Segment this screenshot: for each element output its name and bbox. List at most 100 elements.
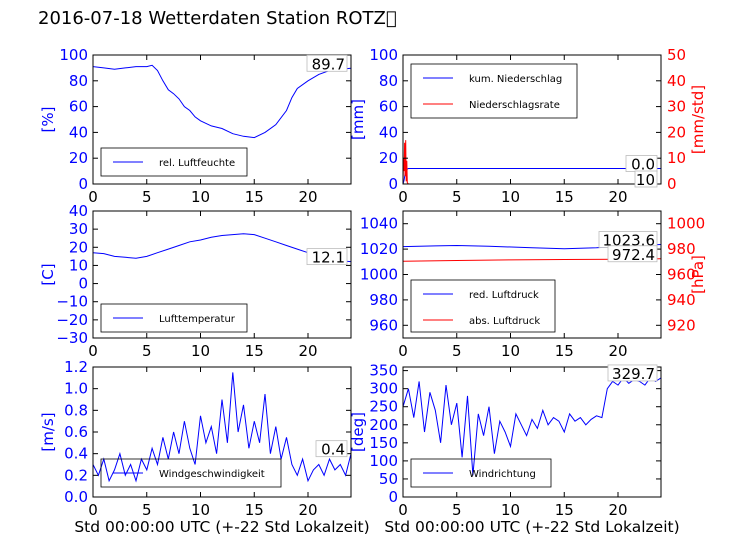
y-tick-label: 100 (59, 46, 88, 64)
y-tick-label: 0.2 (64, 466, 88, 484)
y-tick-label: 30 (69, 220, 88, 238)
y-axis-label: [mm] (349, 99, 367, 140)
y-tick-label: 60 (69, 98, 88, 116)
y-tick-label: −10 (56, 293, 88, 311)
x-tick-label: 10 (501, 501, 520, 519)
y-tick-label: 100 (369, 46, 398, 64)
y-axis-label-right: [mm/std] (689, 85, 707, 154)
last-value-box (306, 248, 348, 266)
y-tick-label-right: 30 (667, 98, 686, 116)
y-tick-label: 0 (78, 275, 88, 293)
y-tick-label: 10 (69, 256, 88, 274)
x-axis-label: Std 00:00:00 UTC (+-22 Std Lokalzeit) (74, 518, 369, 536)
legend-label: kum. Niederschlag (469, 74, 562, 85)
y-tick-label-right: 940 (667, 291, 696, 309)
x-tick-label: 20 (298, 188, 317, 206)
x-tick-label: 0 (398, 188, 408, 206)
last-value-box-right (634, 170, 658, 188)
last-value-label-right: 972.4 (612, 246, 655, 264)
subplot-4: 0 5 10 15 20 960 980 1000 1020 1040 920 940 960 980 10… (360, 210, 707, 360)
x-tick-label: 0 (398, 342, 408, 360)
subplot-3: 0 5 10 15 20−30−20−10010203040[C]12.1Lufttem… (39, 202, 352, 360)
x-tick-label: 5 (142, 188, 152, 206)
y-tick-label: 1.2 (64, 358, 88, 376)
y-tick-label-right: 1000 (667, 215, 705, 233)
last-value-box-right (607, 245, 658, 263)
series-line-1 (93, 64, 351, 139)
y-tick-label: 60 (379, 98, 398, 116)
last-value-label: 12.1 (312, 249, 345, 267)
x-tick-label: 10 (501, 188, 520, 206)
x-tick-label: 0 (88, 342, 98, 360)
y-tick-label-right: 10 (667, 149, 686, 167)
y-tick-label: 80 (379, 72, 398, 90)
y-tick-label: 40 (379, 123, 398, 141)
x-tick-label: 10 (191, 501, 210, 519)
y-tick-label-right: 960 (667, 266, 696, 284)
subplot-1: 0 5 10 15 20 0 20 40 60 80 100 [%] 89.7 rel. Luftfeuc… (39, 46, 352, 206)
y-tick-label: 0.0 (64, 488, 88, 506)
x-axis-label: Std 00:00:00 UTC (+-22 Std Lokalzeit) (384, 518, 679, 536)
y-tick-label-right: 50 (667, 46, 686, 64)
legend-label: abs. Luftdruck (469, 316, 540, 327)
x-tick-label: 20 (608, 501, 627, 519)
x-tick-label: 20 (298, 501, 317, 519)
legend-label: rel. Luftfeuchte (159, 158, 235, 169)
y-tick-label: 0.6 (64, 423, 88, 441)
y-tick-label: 0 (78, 175, 88, 193)
x-tick-label: 5 (452, 342, 462, 360)
y-axis-label: [C] (39, 263, 57, 285)
legend-box (100, 147, 248, 177)
legend-box (410, 63, 578, 119)
y-tick-label: −30 (56, 329, 88, 347)
series-line-1 (403, 168, 661, 184)
x-tick-label: 5 (452, 501, 462, 519)
x-tick-label: 20 (298, 342, 317, 360)
series-line-1 (93, 372, 351, 483)
y-tick-label: 1020 (360, 240, 398, 258)
legend-box (100, 303, 248, 333)
y-axis-label: [m/s] (39, 412, 57, 451)
x-tick-label: 15 (555, 188, 574, 206)
x-tick-label: 10 (191, 342, 210, 360)
y-tick-label: 0 (388, 175, 398, 193)
legend-label: red. Luftdruck (469, 290, 539, 301)
x-tick-label: 0 (88, 188, 98, 206)
legend-box (410, 279, 556, 333)
legend-label: Windgeschwindigkeit (159, 469, 265, 480)
y-tick-label: 20 (69, 149, 88, 167)
y-tick-label: 300 (369, 380, 398, 398)
x-tick-label: 5 (142, 342, 152, 360)
last-value-label-right: 10 (636, 171, 655, 189)
x-tick-label: 5 (452, 188, 462, 206)
y-tick-label: 150 (369, 434, 398, 452)
y-axis-label: [deg] (349, 412, 367, 452)
last-value-label: 329.7 (612, 365, 655, 383)
y-tick-label: 100 (369, 452, 398, 470)
y-tick-label: 350 (369, 362, 398, 380)
y-tick-label: 1040 (360, 215, 398, 233)
plot-frame (92, 210, 352, 339)
y-tick-label: 250 (369, 398, 398, 416)
subplot-5: 0 5 10 15 20 0.0 0.2 0.4 0.6 0.8 1.0 1.2 [m/s] Std 00… (39, 358, 370, 536)
y-axis-label: [%] (39, 107, 57, 133)
y-tick-label: 40 (69, 202, 88, 220)
plot-frame (402, 54, 662, 185)
y-tick-label-right: 20 (667, 123, 686, 141)
y-tick-label: 200 (369, 416, 398, 434)
y-tick-label-right: 980 (667, 240, 696, 258)
x-tick-label: 5 (142, 501, 152, 519)
x-tick-label: 15 (245, 188, 264, 206)
x-tick-label: 15 (245, 501, 264, 519)
y-tick-label: 960 (369, 316, 398, 334)
x-tick-label: 15 (555, 501, 574, 519)
y-tick-label: −20 (56, 311, 88, 329)
subplot-2: 0 5 10 15 20 0 20 40 60 80 100 0 10 20 30 40 50 [mm] [mm/s… (349, 46, 707, 206)
series-line-2 (403, 140, 661, 184)
x-tick-label: 15 (245, 342, 264, 360)
series-line-1 (403, 377, 661, 476)
y-tick-label: 80 (69, 72, 88, 90)
y-tick-label: 20 (379, 149, 398, 167)
x-tick-label: 0 (88, 501, 98, 519)
